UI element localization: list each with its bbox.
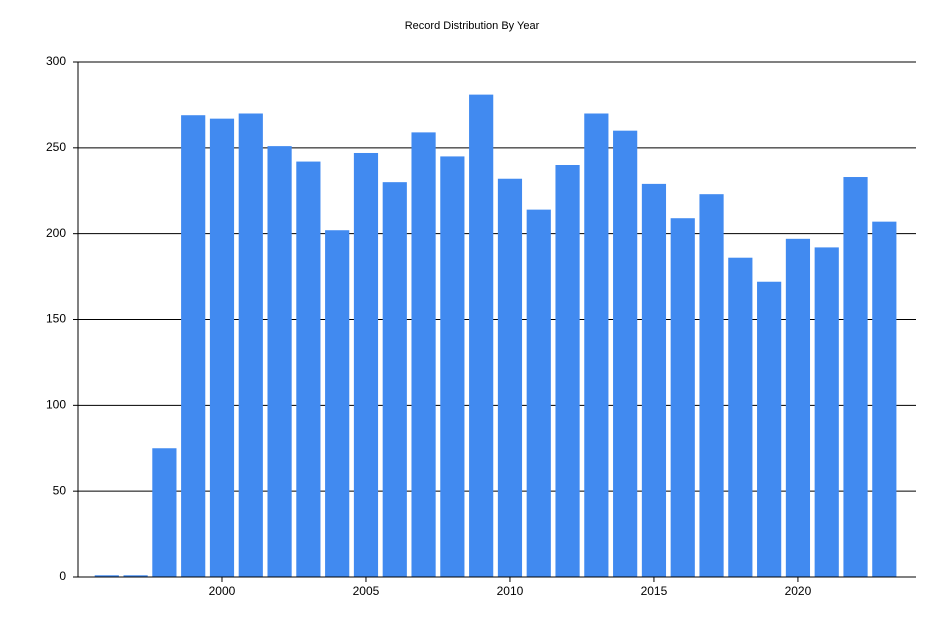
bar	[843, 177, 868, 577]
bar	[411, 132, 436, 577]
bar	[267, 146, 292, 577]
bar	[123, 575, 148, 577]
bar	[526, 209, 551, 577]
chart-title: Record Distribution By Year	[405, 20, 540, 32]
x-tick-label: 2020	[785, 584, 812, 598]
bar	[641, 183, 667, 577]
bar	[872, 221, 897, 577]
bar	[728, 257, 753, 577]
bar	[670, 218, 695, 577]
y-tick-label: 300	[46, 54, 66, 68]
bar	[152, 448, 177, 577]
bar	[785, 238, 811, 578]
bar	[238, 113, 263, 577]
bar	[555, 165, 580, 577]
bar	[699, 194, 724, 577]
bar	[181, 115, 206, 577]
bar	[382, 182, 407, 577]
y-tick-label: 150	[46, 312, 66, 326]
x-tick-label: 2010	[497, 584, 524, 598]
y-tick-label: 250	[46, 140, 66, 154]
x-tick-label: 2005	[353, 584, 380, 598]
x-tick-label: 2000	[209, 584, 236, 598]
bar	[584, 113, 609, 577]
y-tick-label: 100	[46, 398, 66, 412]
bar	[353, 152, 379, 577]
bar	[94, 575, 119, 577]
bar	[814, 247, 839, 577]
bar	[209, 118, 235, 578]
y-tick-label: 50	[53, 483, 67, 497]
bar	[757, 281, 782, 577]
bar	[296, 161, 321, 578]
bar	[497, 178, 523, 577]
y-tick-label: 200	[46, 226, 66, 240]
y-tick-label: 0	[59, 569, 66, 583]
bar	[613, 130, 638, 577]
bar	[325, 230, 350, 577]
bar	[440, 156, 465, 577]
bar	[469, 94, 494, 577]
x-tick-label: 2015	[641, 584, 668, 598]
